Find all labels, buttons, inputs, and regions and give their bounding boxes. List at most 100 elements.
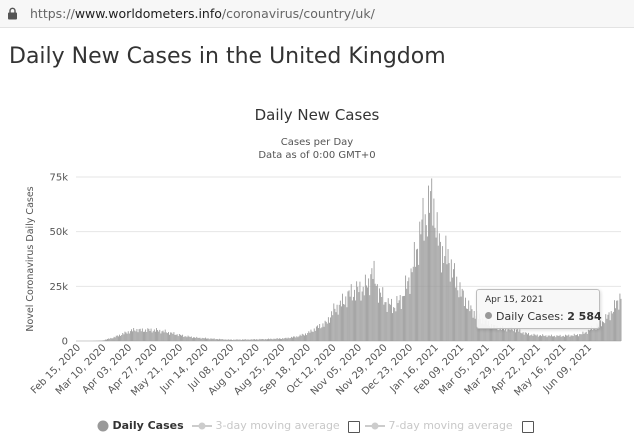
chart-bar — [124, 331, 126, 341]
chart-bar — [604, 323, 606, 341]
chart-bar — [465, 297, 466, 341]
chart-bar — [552, 336, 553, 341]
chart-bar — [387, 298, 389, 341]
chart-bar — [236, 339, 238, 341]
lock-icon — [8, 7, 17, 20]
chart-bar — [228, 339, 230, 341]
chart-bar — [244, 339, 246, 341]
chart-bar — [535, 335, 537, 341]
chart-bar — [259, 338, 261, 341]
chart-bar — [554, 335, 556, 341]
chart-bar — [540, 335, 541, 341]
chart-bar — [432, 225, 434, 341]
chart-bar — [196, 336, 198, 341]
chart-bar — [607, 314, 609, 341]
chart-bar — [269, 339, 271, 341]
chart-bar — [493, 324, 495, 341]
checkbox-7-day-average[interactable] — [522, 421, 534, 433]
chart-bar — [342, 293, 343, 341]
chart-bar — [472, 317, 474, 341]
chart-bar — [193, 337, 194, 341]
chart-bar — [169, 334, 170, 341]
chart-bar — [591, 326, 593, 341]
chart-bar — [344, 304, 346, 341]
chart-bar — [385, 302, 387, 341]
chart-bar — [233, 339, 235, 341]
legend-line-marker-icon — [365, 422, 385, 430]
chart-bar — [133, 328, 135, 341]
chart-bar — [584, 332, 586, 341]
chart-bar — [550, 334, 552, 341]
chart-bar — [608, 312, 610, 341]
chart-title: Daily New Cases — [254, 106, 380, 124]
chart-bar — [458, 297, 460, 341]
chart-bar — [455, 287, 457, 341]
browser-address-bar[interactable]: https://www.worldometers.info/coronaviru… — [0, 0, 634, 28]
chart-bar — [116, 335, 118, 341]
chart-bar — [504, 330, 506, 341]
chart-bar — [223, 339, 225, 341]
chart-bar — [302, 334, 304, 341]
chart-bar — [391, 298, 392, 341]
chart-bar — [263, 339, 265, 341]
legend-line-marker-icon — [192, 422, 212, 430]
chart-bar — [213, 338, 215, 341]
chart-bar — [214, 339, 216, 341]
chart-bar — [620, 298, 622, 341]
legend-item-daily-cases[interactable]: Daily Cases — [97, 419, 184, 432]
chart-bar — [587, 329, 589, 341]
checkbox-3-day-average[interactable] — [348, 421, 360, 433]
chart-bar — [564, 336, 565, 341]
chart-bar — [306, 335, 308, 341]
chart-bar — [379, 288, 380, 341]
chart-bar — [153, 329, 155, 341]
chart-bar — [567, 335, 569, 341]
legend-item-3-day-average[interactable]: 3-day moving average — [192, 419, 340, 432]
chart-bar — [384, 302, 386, 341]
chart-bar — [330, 317, 331, 341]
chart-bar — [447, 249, 449, 341]
chart-bar — [109, 338, 111, 341]
url-host: www.worldometers.info — [74, 6, 222, 21]
chart-bar — [274, 339, 276, 341]
chart-bar — [107, 338, 108, 341]
chart-bar — [418, 264, 420, 341]
chart-bar — [428, 185, 429, 341]
chart-bar — [426, 236, 428, 341]
chart-tooltip: Apr 15, 2021 Daily Cases: 2 584 — [476, 289, 602, 329]
chart-bar — [609, 320, 611, 341]
chart-bar — [171, 332, 173, 341]
url-text[interactable]: https://www.worldometers.info/coronaviru… — [30, 6, 375, 21]
chart-bar — [293, 336, 294, 341]
chart-bar — [339, 300, 341, 341]
chart-bar — [520, 332, 522, 341]
chart-bar — [466, 308, 467, 341]
chart-bar — [548, 335, 550, 341]
chart-bar — [184, 336, 186, 341]
chart-bar — [380, 292, 382, 341]
chart-bar — [375, 285, 377, 341]
chart-bar — [412, 266, 414, 341]
chart-bar — [216, 339, 218, 341]
chart-bar — [430, 191, 432, 341]
chart-bar — [111, 338, 113, 341]
chart-bar — [512, 331, 514, 341]
chart-bar — [392, 313, 393, 341]
chart-bar — [406, 288, 408, 341]
chart-bar — [198, 337, 200, 341]
chart-bar — [221, 339, 223, 341]
chart-bar — [572, 336, 574, 341]
chart-bar — [565, 334, 566, 341]
legend-item-7-day-average[interactable]: 7-day moving average — [365, 419, 513, 432]
chart-bar — [258, 339, 260, 341]
chart-bar — [422, 197, 424, 341]
chart-bar — [350, 284, 352, 341]
chart-bar — [281, 339, 283, 341]
chart-bar — [310, 329, 312, 341]
chart-bar — [157, 330, 159, 341]
chart-bar — [482, 318, 484, 341]
chart-bar — [420, 234, 422, 341]
chart-bar — [104, 339, 106, 341]
